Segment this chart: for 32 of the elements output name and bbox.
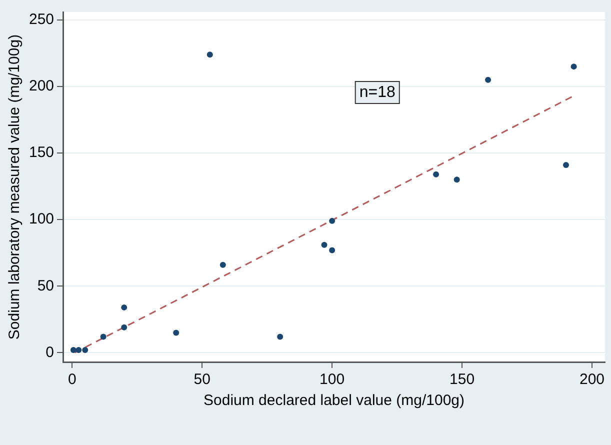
annotation: n=18	[359, 84, 396, 101]
point	[563, 162, 570, 168]
point	[220, 262, 226, 268]
point	[570, 64, 577, 70]
point	[121, 304, 128, 310]
point	[321, 242, 328, 248]
point	[206, 52, 213, 58]
point	[82, 347, 88, 354]
x-tick-label: 150	[450, 371, 475, 388]
point	[76, 347, 82, 354]
y-tick-label: 150	[28, 144, 54, 162]
point	[70, 347, 76, 354]
x-tick-label: 200	[579, 371, 605, 388]
point	[485, 76, 492, 83]
y-tick-label: 0	[46, 344, 54, 361]
x-axis-title: Sodium declared label value (mg/100g)	[204, 392, 465, 410]
point	[329, 218, 336, 224]
x-tick-label: 50	[194, 371, 210, 388]
point	[329, 247, 336, 254]
y-tick-label: 50	[37, 277, 54, 294]
y-tick-label: 100	[28, 210, 54, 228]
y-axis-title: Sodium laboratory measured value (mg/100g)	[6, 34, 24, 340]
point	[121, 324, 128, 330]
point	[100, 334, 106, 340]
point	[433, 171, 440, 178]
x-tick-label: 100	[320, 371, 345, 388]
x-tick-label: 0	[68, 371, 76, 388]
y-tick-label: 200	[28, 78, 54, 95]
y-tick-label: 250	[28, 11, 54, 28]
point	[277, 334, 284, 340]
point	[173, 330, 180, 336]
point	[454, 176, 460, 183]
